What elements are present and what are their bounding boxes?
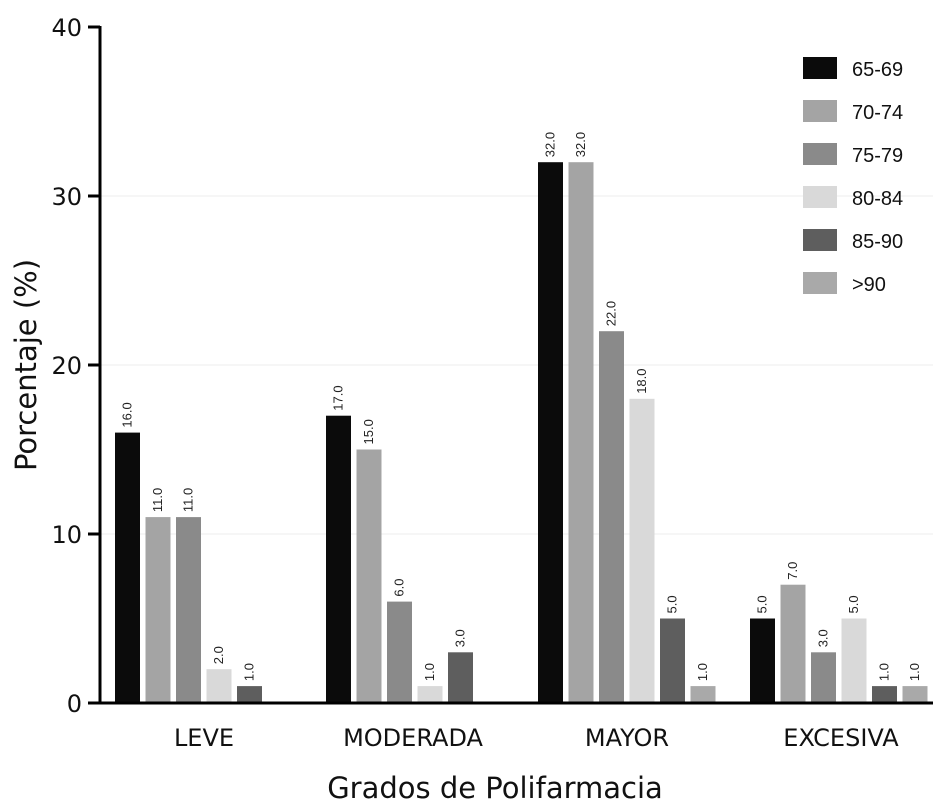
bar-65-69-MAYOR xyxy=(538,162,563,703)
data-label: 11.0 xyxy=(150,488,165,512)
y-tick-label: 30 xyxy=(51,183,82,211)
data-label: 5.0 xyxy=(665,595,680,613)
bar-70-74-MODERADA xyxy=(356,449,382,703)
x-category-label: MAYOR xyxy=(585,724,669,752)
x-category-label: MODERADA xyxy=(343,724,483,752)
legend-swatch xyxy=(803,229,837,251)
bar-65-69-LEVE xyxy=(115,432,140,703)
legend-label: 75-79 xyxy=(852,145,903,167)
data-label: 1.0 xyxy=(695,663,710,681)
data-label: 15.0 xyxy=(361,419,376,444)
bar-70-74-EXCESIVA xyxy=(780,584,806,703)
legend-swatch xyxy=(803,186,837,208)
data-label: 1.0 xyxy=(242,663,257,681)
bar-80-84-EXCESIVA xyxy=(841,618,867,703)
data-label: 3.0 xyxy=(816,629,831,647)
data-label: 18.0 xyxy=(634,368,649,393)
y-axis-ticks: 0 10 20 30 40 xyxy=(51,14,100,718)
legend-label: 80-84 xyxy=(852,188,903,210)
y-tick-label: 0 xyxy=(67,690,82,718)
legend-swatch xyxy=(803,272,837,294)
data-label: 11.0 xyxy=(181,488,196,512)
data-label: 16.0 xyxy=(120,402,135,427)
legend-swatch xyxy=(803,57,837,79)
x-axis-title: Grados de Polifarmacia xyxy=(327,771,663,805)
x-axis-categories: LEVE MODERADA MAYOR EXCESIVA xyxy=(174,724,899,752)
bar-70-74-MAYOR xyxy=(568,162,594,703)
y-tick-label: 40 xyxy=(51,14,82,42)
bar-70-74-LEVE xyxy=(145,517,171,703)
data-label: 5.0 xyxy=(755,595,770,613)
legend-label: 65-69 xyxy=(852,59,903,81)
bar-80-84-LEVE xyxy=(206,669,232,703)
data-label: 5.0 xyxy=(846,595,861,613)
legend-label: >90 xyxy=(852,274,886,296)
grid-lines xyxy=(100,195,933,535)
bar-85-90-MODERADA xyxy=(448,652,473,703)
data-label: 1.0 xyxy=(422,663,437,681)
data-label: 1.0 xyxy=(907,663,922,681)
bar-65-69-EXCESIVA xyxy=(750,618,775,703)
data-label: 32.0 xyxy=(573,132,588,157)
legend-swatch xyxy=(803,143,837,165)
bar-85-90-EXCESIVA xyxy=(872,686,897,703)
bar->90-EXCESIVA xyxy=(902,686,928,703)
data-label: 22.0 xyxy=(604,301,619,326)
legend-swatch xyxy=(803,100,837,122)
data-label: 17.0 xyxy=(331,385,346,410)
bar-65-69-MODERADA xyxy=(326,415,351,703)
bar-75-79-MODERADA xyxy=(387,601,412,703)
x-category-label: LEVE xyxy=(174,724,234,752)
y-tick-label: 10 xyxy=(51,521,82,549)
bar-80-84-MAYOR xyxy=(629,398,655,703)
data-label: 7.0 xyxy=(785,562,800,580)
x-category-label: EXCESIVA xyxy=(783,724,899,752)
bars xyxy=(115,162,928,703)
legend-label: 70-74 xyxy=(852,102,903,124)
bar-75-79-MAYOR xyxy=(599,331,624,703)
data-label: 2.0 xyxy=(211,646,226,664)
y-tick-label: 20 xyxy=(51,352,82,380)
data-label: 6.0 xyxy=(392,579,407,597)
data-labels: 16.0 17.0 32.0 5.0 11.0 15.0 32.0 7.0 11.0 6.0 22.… xyxy=(120,132,923,681)
y-axis-title: Porcentaje (%) xyxy=(9,259,43,471)
bar->90-MAYOR xyxy=(690,686,716,703)
legend: 65-69 70-74 75-79 80-84 85-90 >90 xyxy=(803,57,903,296)
bar-80-84-MODERADA xyxy=(417,686,443,703)
data-label: 1.0 xyxy=(877,663,892,681)
data-label: 3.0 xyxy=(453,629,468,647)
bar-85-90-LEVE xyxy=(237,686,262,703)
bar-85-90-MAYOR xyxy=(660,618,685,703)
data-label: 32.0 xyxy=(543,132,558,157)
legend-label: 85-90 xyxy=(852,231,903,253)
bar-75-79-EXCESIVA xyxy=(811,652,836,703)
bar-75-79-LEVE xyxy=(176,517,201,703)
